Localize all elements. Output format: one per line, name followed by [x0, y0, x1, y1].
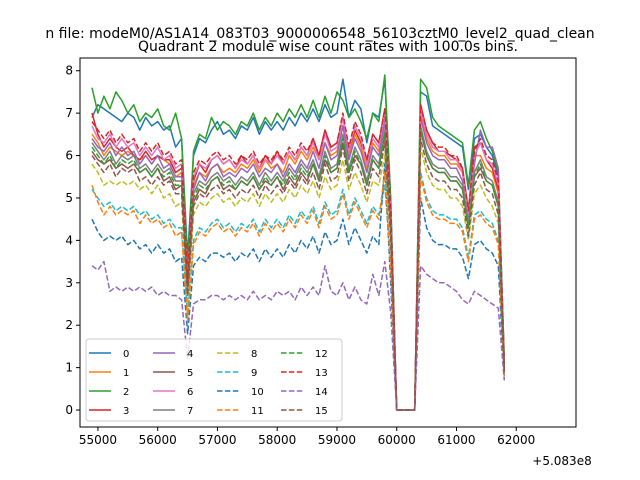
y-tick-label: 6	[65, 149, 73, 163]
legend-label-4: 4	[187, 349, 193, 360]
y-tick-label: 7	[65, 106, 73, 120]
series-line-7	[91, 125, 506, 411]
x-tick-label: 60000	[378, 433, 416, 447]
legend-label-2: 2	[123, 387, 129, 398]
x-tick-label: 58000	[258, 433, 296, 447]
legend-label-13: 13	[315, 368, 328, 379]
figure-suptitle: n file: modeM0/AS1A14_083T03_9000006548_…	[45, 26, 594, 42]
series-line-14	[91, 260, 506, 411]
plot-lines	[91, 74, 506, 411]
legend-label-3: 3	[123, 406, 129, 417]
y-tick-label: 0	[65, 403, 73, 417]
series-line-12	[91, 129, 506, 411]
chart-title: Quadrant 2 module wise count rates with …	[138, 39, 518, 55]
x-tick-label: 57000	[198, 433, 236, 447]
series-line-4	[91, 116, 506, 411]
series-line-8	[91, 146, 506, 411]
x-axis: 55000 56000 57000 58000 59000 60000 61000 62000	[79, 427, 535, 447]
legend-label-11: 11	[251, 406, 264, 417]
series-line-10	[91, 163, 506, 411]
legend-label-5: 5	[187, 368, 193, 379]
legend-label-12: 12	[315, 349, 328, 360]
legend-label-15: 15	[315, 406, 328, 417]
legend-box	[85, 338, 343, 422]
x-tick-label: 56000	[139, 433, 177, 447]
x-tick-label: 61000	[437, 433, 475, 447]
series-line-0	[91, 78, 506, 411]
legend-label-6: 6	[187, 387, 193, 398]
legend-label-8: 8	[251, 349, 257, 360]
y-tick-label: 4	[65, 233, 73, 247]
series-line-2	[91, 74, 506, 411]
legend-label-7: 7	[187, 406, 193, 417]
x-tick-label: 59000	[318, 433, 356, 447]
y-tick-label: 5	[65, 191, 73, 205]
plot-frame	[79, 57, 577, 428]
legend-label-14: 14	[315, 387, 328, 398]
x-tick-label: 62000	[497, 433, 535, 447]
x-tick-label: 55000	[79, 433, 117, 447]
series-line-9	[91, 171, 506, 411]
legend-label-0: 0	[123, 349, 129, 360]
y-axis: 0 1 2 3 4 5 6 7 8	[65, 64, 80, 417]
y-tick-label: 2	[65, 318, 73, 332]
series-line-15	[91, 137, 506, 411]
series-line-6	[91, 108, 506, 411]
x-offset-label: +5.083e8	[532, 454, 591, 468]
series-line-11	[91, 171, 506, 411]
legend-label-1: 1	[123, 368, 129, 379]
legend-label-10: 10	[251, 387, 264, 398]
y-tick-label: 1	[65, 361, 73, 375]
y-tick-label: 3	[65, 276, 73, 290]
y-tick-label: 8	[65, 64, 73, 78]
series-line-13	[91, 103, 506, 411]
legend-label-9: 9	[251, 368, 257, 379]
